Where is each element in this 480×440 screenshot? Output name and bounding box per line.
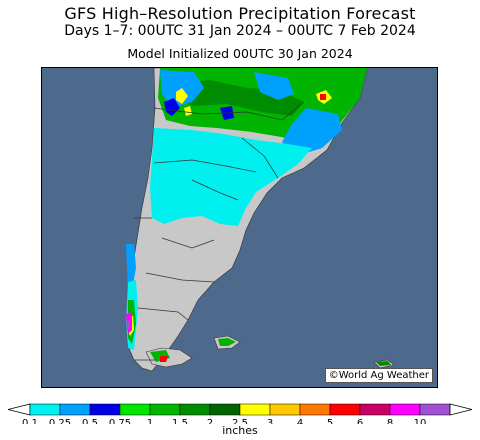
legend-colorbar: 0.1 0.25 0.5 0.75 1 1.5 2 2.5 3 4 5 6 8 10 <box>7 403 473 429</box>
model-init-time: Model Initialized 00UTC 30 Jan 2024 <box>127 46 353 61</box>
legend-color-swatch <box>209 403 241 416</box>
legend-unit-label: inches <box>222 424 258 437</box>
political-borders <box>134 101 305 361</box>
legend-arrow-low <box>7 403 31 416</box>
legend-color-swatch <box>89 403 121 416</box>
precip-central-cyan <box>150 128 312 226</box>
legend-color-swatch <box>179 403 211 416</box>
map-canvas <box>42 68 437 387</box>
legend-tick-label: 0.5 <box>82 418 98 424</box>
legend-color-swatch <box>299 403 331 416</box>
precip-patagonia-purple <box>126 320 130 330</box>
map-credit: ©World Ag Weather <box>324 368 433 383</box>
legend-color-swatch <box>419 403 451 416</box>
legend-color-swatch <box>389 403 421 416</box>
legend-color-swatch <box>119 403 151 416</box>
map-title: GFS High–Resolution Precipitation Foreca… <box>64 4 416 23</box>
legend-tick-label: 5 <box>327 418 333 424</box>
legend-color-swatch <box>149 403 181 416</box>
legend-tick-label: 1 <box>147 418 153 424</box>
legend-tick-label: 0.75 <box>109 418 131 424</box>
legend-tick-label: 4 <box>297 418 303 424</box>
precip-red-cells <box>320 94 326 100</box>
legend-tick-label: 3 <box>267 418 273 424</box>
legend-color-swatch <box>269 403 301 416</box>
precip-yellow-cells <box>176 88 332 116</box>
precipitation-map: ©World Ag Weather <box>41 67 438 388</box>
legend-tick-label: 8 <box>387 418 393 424</box>
legend-color-swatch <box>29 403 61 416</box>
precip-north-darkgreen <box>174 80 304 116</box>
legend-tick-label: 10 <box>414 418 427 424</box>
legend-color-swatch <box>59 403 91 416</box>
legend-tick-label: 2 <box>207 418 213 424</box>
legend-tick-label: 1.5 <box>172 418 188 424</box>
precip-andes-blue <box>126 244 136 290</box>
precipitation-legend: 0.1 0.25 0.5 0.75 1 1.5 2 2.5 3 4 5 6 8 10 <box>0 398 480 440</box>
precip-southgeorgia-green <box>376 361 391 366</box>
legend-color-swatch <box>329 403 361 416</box>
legend-color-swatch <box>359 403 391 416</box>
legend-tick-label: 0.1 <box>22 418 38 424</box>
legend-arrow-high <box>449 403 473 416</box>
precip-falklands-green <box>218 338 236 346</box>
precip-fuego-red <box>160 356 168 362</box>
legend-tick-label: 6 <box>357 418 363 424</box>
legend-tick-label: 2.5 <box>232 418 248 424</box>
precip-northwest-darkblue <box>164 98 234 120</box>
precip-north-blue <box>160 70 342 156</box>
legend-tick-label: 0.25 <box>49 418 71 424</box>
forecast-period: Days 1–7: 00UTC 31 Jan 2024 – 00UTC 7 Fe… <box>64 23 416 39</box>
legend-color-swatch <box>239 403 271 416</box>
